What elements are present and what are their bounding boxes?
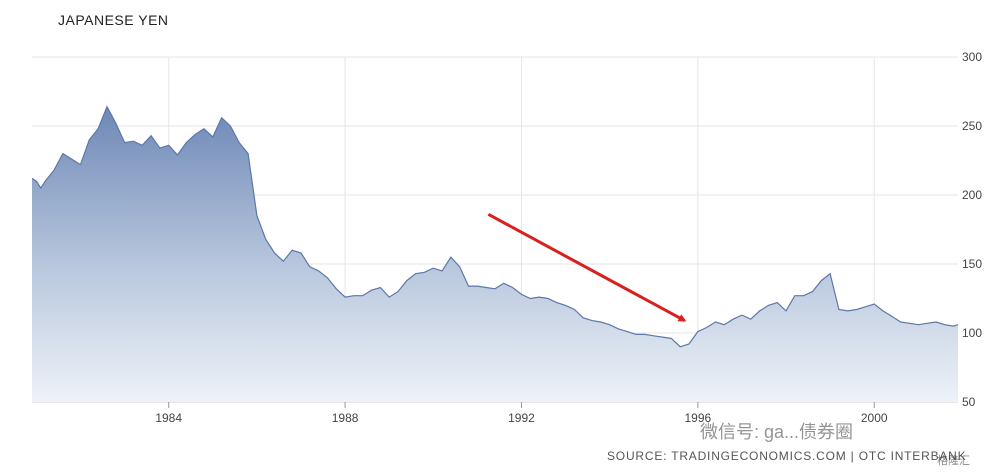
watermark-wechat-text: 微信号: ga...债券圈 bbox=[700, 422, 854, 442]
chart-title: JAPANESE YEN bbox=[58, 12, 169, 28]
x-tick-label: 1988 bbox=[332, 411, 359, 425]
watermark-logo: 格隆汇 bbox=[937, 455, 970, 467]
source-note: SOURCE: TRADINGECONOMICS.COM | OTC INTER… bbox=[607, 449, 967, 463]
y-tick-label: 100 bbox=[962, 326, 982, 340]
x-tick-label: 1984 bbox=[155, 411, 182, 425]
y-tick-label: 50 bbox=[962, 395, 976, 409]
y-tick-label: 150 bbox=[962, 257, 982, 271]
y-tick-label: 250 bbox=[962, 119, 982, 133]
y-tick-label: 300 bbox=[962, 50, 982, 64]
y-tick-label: 200 bbox=[962, 188, 982, 202]
x-tick-label: 2000 bbox=[861, 411, 888, 425]
x-tick-label: 1992 bbox=[508, 411, 535, 425]
x-tick-label: 1996 bbox=[684, 411, 711, 425]
yen-series-line bbox=[31, 105, 959, 348]
trend-arrow bbox=[487, 213, 687, 322]
yen-area-fill bbox=[32, 106, 958, 402]
